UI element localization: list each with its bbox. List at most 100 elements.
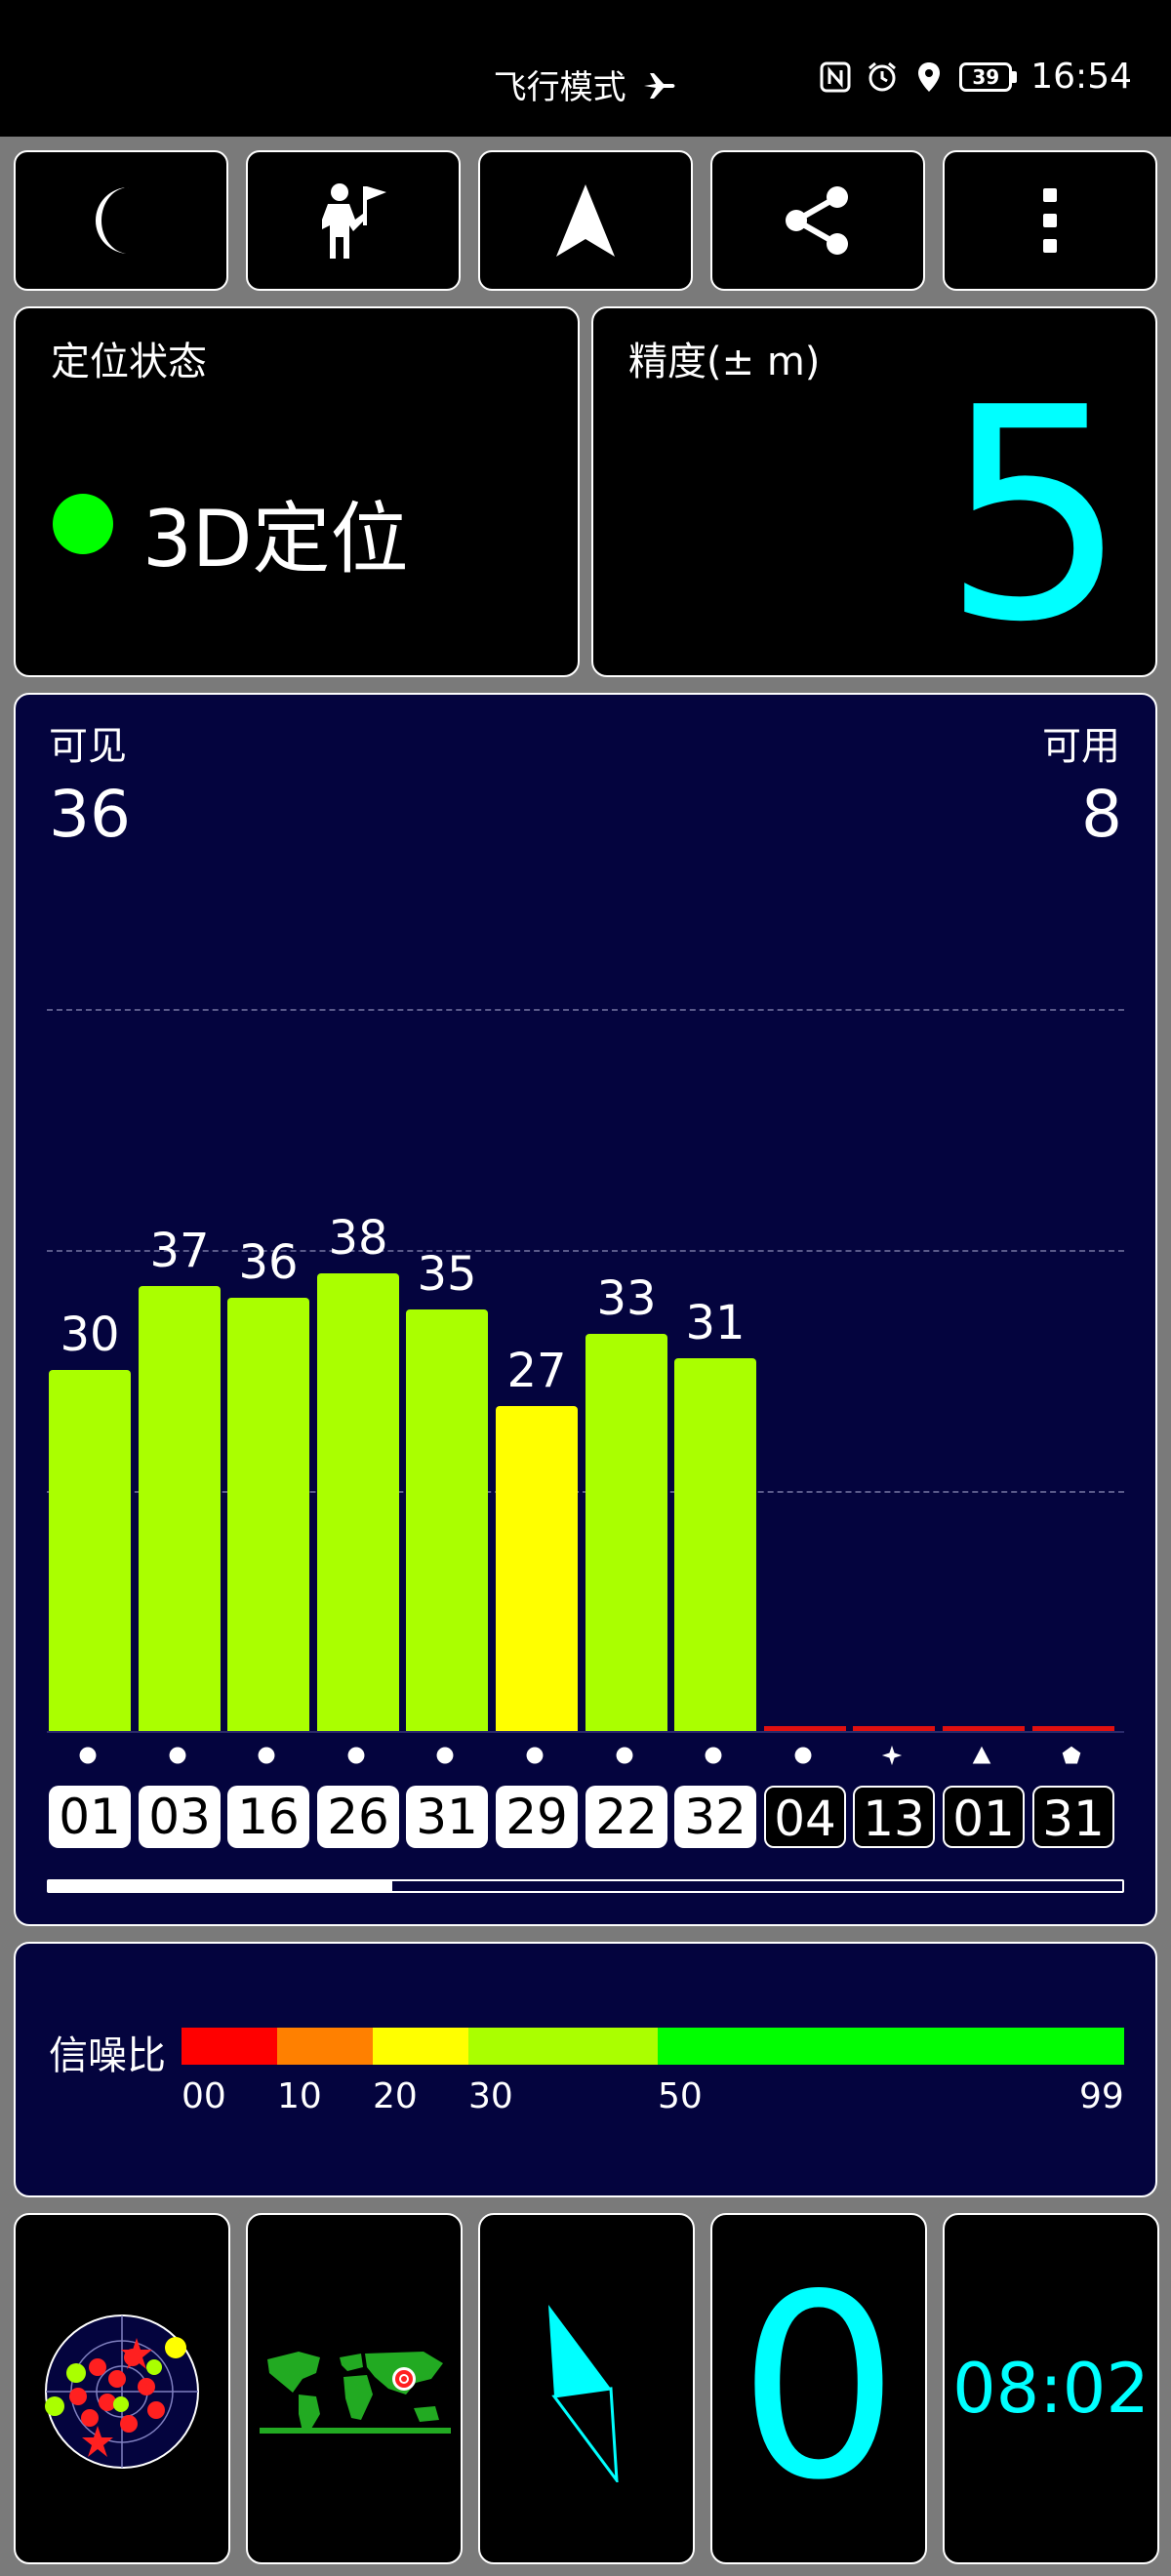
accuracy-label: 精度(± m): [628, 340, 821, 384]
fix-status-label: 定位状态: [51, 340, 207, 384]
satellite-prn-badge: 31: [406, 1786, 488, 1848]
satellite-prn-badge: 29: [496, 1786, 578, 1848]
clock-value: 08:02: [952, 2349, 1150, 2429]
snr-tick: 50: [658, 2076, 703, 2116]
snr-bar: [764, 1726, 846, 1731]
clock-tile[interactable]: 08:02: [943, 2213, 1159, 2564]
compass-needle-icon: [548, 2305, 619, 2482]
status-mode: 飞行模式: [0, 60, 1171, 109]
snr-value-label: 38: [328, 1211, 388, 1266]
grid-line: [47, 1009, 1124, 1011]
fix-indicator-dot: [53, 494, 113, 554]
speed-value: 0: [738, 2241, 900, 2536]
snr-tick: 00: [182, 2076, 226, 2116]
snr-value-label: 36: [238, 1235, 299, 1290]
usable-label: 可用: [1042, 724, 1120, 769]
snr-segment-green: [658, 2028, 1124, 2065]
snr-legend-panel: [14, 1942, 1157, 2197]
moon-icon: [95, 187, 129, 254]
snr-value-label: 31: [685, 1296, 746, 1350]
satellite-prn-badge: 32: [674, 1786, 756, 1848]
circle-symbol-icon: [169, 1747, 186, 1764]
circle-symbol-icon: [705, 1747, 722, 1764]
airplane-mode-label: 飞行模式: [493, 68, 626, 107]
snr-value-label: 30: [60, 1308, 120, 1362]
grid-line: [47, 1250, 1124, 1252]
usable-count: 8: [1081, 777, 1122, 852]
triangle-symbol-icon: [972, 1746, 991, 1764]
battery-icon: 39: [959, 61, 1018, 92]
sky-plot-icon: [45, 2314, 199, 2469]
satellite-scrollbar[interactable]: [47, 1879, 1124, 1893]
satellite-prn-badge: 31: [1032, 1786, 1114, 1848]
snr-bar: [317, 1273, 399, 1731]
visible-count: 36: [49, 777, 131, 852]
snr-bar: [139, 1286, 221, 1731]
snr-bar: [227, 1298, 309, 1731]
chart-baseline: [47, 1731, 1124, 1733]
world-map-tile[interactable]: [246, 2213, 463, 2564]
circle-symbol-icon: [436, 1747, 454, 1764]
snr-bar: [496, 1406, 578, 1731]
waypoint-button[interactable]: [246, 150, 461, 291]
accuracy-panel: 精度(± m) 5: [591, 306, 1157, 677]
status-icons: 39 16:54: [819, 57, 1132, 97]
snr-label: 信噪比: [49, 2033, 166, 2078]
navigate-button[interactable]: [478, 150, 693, 291]
battery-level: 39: [959, 61, 1013, 92]
fix-status-panel: 定位状态 3D定位: [14, 306, 580, 677]
satellite-prn-badge: 03: [139, 1786, 221, 1848]
satellite-prn-badge: 01: [49, 1786, 131, 1848]
more-menu-button[interactable]: [943, 150, 1157, 291]
snr-bar: [1032, 1726, 1114, 1731]
snr-tick: 10: [277, 2076, 322, 2116]
fix-status-value: 3D定位: [142, 494, 409, 584]
alarm-icon: [868, 61, 897, 91]
accuracy-value: 5: [942, 345, 1128, 686]
compass-tile[interactable]: [478, 2213, 695, 2564]
visible-label: 可见: [49, 724, 127, 769]
airplane-icon: [642, 70, 677, 109]
snr-bar: [586, 1334, 667, 1731]
sky-view-tile[interactable]: [14, 2213, 230, 2564]
speed-tile[interactable]: 0: [710, 2213, 927, 2564]
snr-tick: 30: [468, 2076, 513, 2116]
snr-value-label: 37: [149, 1224, 210, 1278]
snr-segment-lime: [468, 2028, 658, 2065]
navigation-arrow-icon: [556, 184, 615, 257]
share-icon: [786, 186, 848, 255]
snr-bar: [943, 1726, 1025, 1731]
circle-symbol-icon: [347, 1747, 365, 1764]
snr-segment-yellow: [373, 2028, 468, 2065]
location-icon: [918, 61, 941, 92]
world-map-icon: [260, 2352, 451, 2434]
snr-bar: [853, 1726, 935, 1731]
circle-symbol-icon: [79, 1747, 97, 1764]
satellite-prn-badge: 22: [586, 1786, 667, 1848]
snr-bar: [674, 1358, 756, 1731]
snr-bar: [406, 1309, 488, 1731]
circle-symbol-icon: [616, 1747, 633, 1764]
satellite-prn-badge: 01: [943, 1786, 1025, 1848]
snr-value-label: 27: [506, 1344, 567, 1398]
pentagon-symbol-icon: [1062, 1746, 1081, 1764]
satellite-prn-badge: 26: [317, 1786, 399, 1848]
nfc-icon: [820, 61, 851, 92]
circle-symbol-icon: [526, 1747, 544, 1764]
snr-segment-orange: [277, 2028, 373, 2065]
circle-symbol-icon: [258, 1747, 275, 1764]
snr-tick: 99: [1079, 2076, 1124, 2116]
status-bar: 飞行模式 39 16:54: [0, 0, 1171, 137]
satellite-prn-badge: 04: [764, 1786, 846, 1848]
snr-bar: [49, 1370, 131, 1731]
scrollbar-thumb[interactable]: [49, 1881, 392, 1891]
circle-symbol-icon: [794, 1747, 812, 1764]
snr-value-label: 35: [417, 1247, 477, 1302]
more-vertical-icon: [1043, 188, 1057, 253]
share-button[interactable]: [710, 150, 925, 291]
status-time: 16:54: [1030, 57, 1132, 97]
snr-value-label: 33: [596, 1271, 657, 1326]
snr-tick: 20: [373, 2076, 418, 2116]
night-mode-button[interactable]: [14, 150, 228, 291]
star-symbol-icon: [881, 1745, 903, 1766]
